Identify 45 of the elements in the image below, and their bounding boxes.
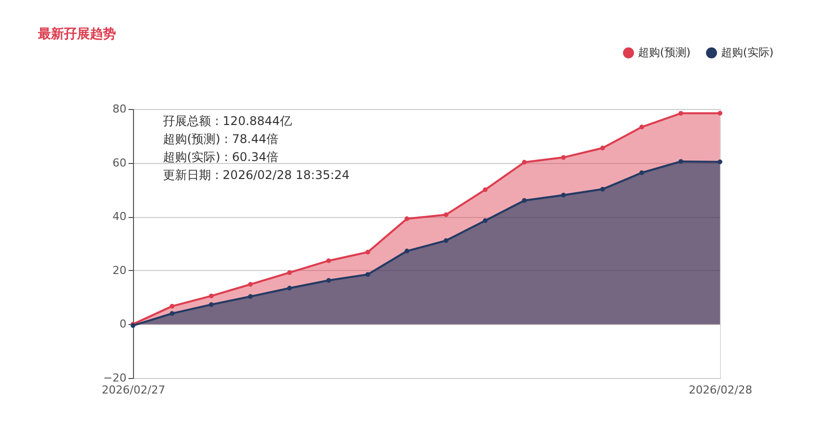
point [248,294,253,299]
point [208,302,214,307]
point [444,238,448,243]
x-tick-label: 2026/02/28 [688,384,752,396]
annotation: 超购(实际) : 60.34倍 [163,150,278,164]
point [482,187,488,192]
point [287,286,292,290]
point [678,159,684,164]
annotation: 孖展总额 : 120.8844亿 [163,114,292,128]
point [678,110,684,116]
point [522,160,527,165]
legend-label: 超购(预测) [638,46,691,59]
point [639,170,644,176]
annotation: 更新日期 : 2026/02/28 18:35:24 [163,168,350,182]
point [248,282,253,287]
point [208,294,214,298]
point [444,212,448,218]
y-tick-label: 20 [112,264,126,277]
point [170,311,174,316]
y-tick-label: 60 [112,156,126,170]
point [365,250,370,254]
point [326,258,332,264]
chart-title: 最新孖展趋势 [37,26,116,42]
point [718,110,722,116]
point [326,278,332,283]
point [718,160,722,164]
point [522,198,527,203]
point [561,155,566,160]
point [561,192,566,198]
y-tick-label: 0 [120,318,126,331]
point [287,270,292,275]
point [404,216,410,222]
point [365,272,370,277]
point [404,248,410,254]
point [600,186,605,192]
y-tick-label: 40 [112,210,126,224]
point [482,218,488,223]
x-tick-label: 2026/02/27 [102,384,166,396]
point [600,146,605,150]
point [639,124,644,130]
legend-label: 超购(实际) [721,46,774,59]
point [170,304,174,309]
annotation: 超购(预测) : 78.44倍 [163,132,278,146]
y-tick-label: 80 [112,102,126,116]
y-tick-label: −20 [103,372,126,384]
